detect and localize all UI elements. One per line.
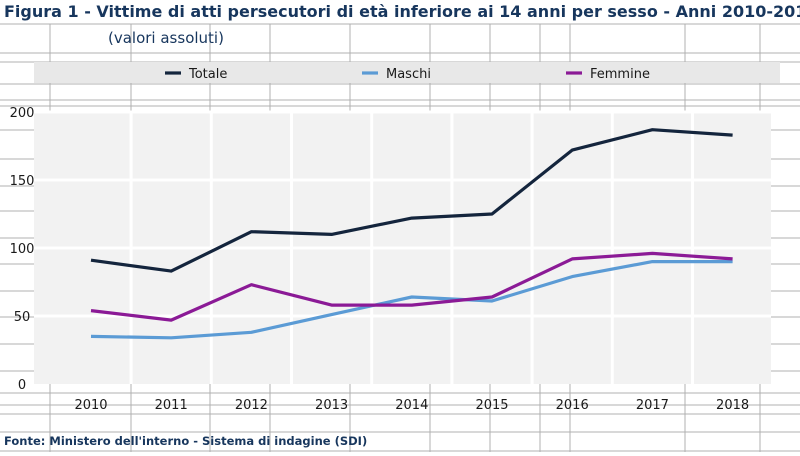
series-line-maschi [90, 260, 733, 340]
x-tick-label: 2013 [315, 398, 348, 413]
y-tick-label: 50 [14, 310, 31, 325]
figure-subtitle: (valori assoluti) [108, 29, 224, 47]
y-tick-label: 200 [10, 106, 35, 121]
series-lines [90, 128, 733, 340]
y-gridlines [34, 110, 771, 318]
series-line-totale [90, 128, 733, 273]
x-tick-label: 2011 [155, 398, 188, 413]
x-tick-label: 2017 [636, 398, 669, 413]
legend-label-femmine: Femmine [590, 67, 650, 82]
x-tick-label: 2012 [235, 398, 268, 413]
legend: Totale Maschi Femmine [165, 67, 650, 82]
x-tick-label: 2018 [716, 398, 749, 413]
x-gridlines [129, 112, 694, 384]
series-line-femmine [90, 251, 733, 322]
y-tick-label: 150 [10, 174, 35, 189]
x-tick-label: 2010 [74, 398, 107, 413]
legend-label-totale: Totale [188, 67, 227, 82]
legend-background [34, 62, 780, 83]
x-tick-label: 2015 [475, 398, 508, 413]
y-tick-label: 0 [18, 378, 26, 393]
legend-label-maschi: Maschi [386, 67, 431, 82]
x-tick-label: 2014 [395, 398, 428, 413]
x-tick-label: 2016 [556, 398, 589, 413]
source-note: Fonte: Ministero dell'interno - Sistema … [4, 434, 368, 448]
figure-title: Figura 1 - Vittime di atti persecutori d… [4, 2, 800, 21]
y-tick-label: 100 [10, 242, 35, 257]
x-axis-tick-labels: 2010 2011 2012 2013 2014 2015 2016 2017 2018 [74, 398, 749, 413]
y-axis-tick-labels: 0 50 100 150 200 [10, 106, 35, 393]
